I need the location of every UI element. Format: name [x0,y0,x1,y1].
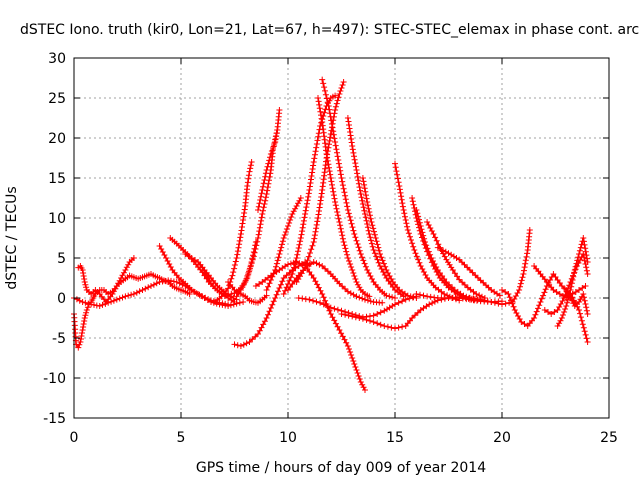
y-tick-label: 5 [57,251,66,267]
data-series-28 [295,293,420,321]
y-tick-label: 25 [48,91,66,107]
x-axis-title: GPS time / hours of day 009 of year 2014 [196,460,486,476]
x-tick-labels: 0 5 10 15 20 25 [70,430,618,446]
series-markers [295,293,420,321]
series-markers [434,244,503,299]
y-axis-title: dSTEC / TECUs [4,186,20,289]
data-series-33 [554,235,591,329]
series-markers [255,107,283,213]
series-markers [563,287,591,317]
data-series-34 [563,287,591,317]
series-markers [285,259,386,306]
data-series-11 [255,107,283,213]
data-series-29 [413,227,533,308]
x-tick-label: 0 [70,430,79,446]
y-tick-label: -15 [43,411,66,427]
data-series-8 [212,159,255,305]
series-markers [225,279,270,306]
data-series-26 [434,244,503,299]
series-markers [280,92,339,297]
y-tick-label: 0 [57,291,66,307]
data-series-27 [338,295,505,332]
data-series-19 [319,76,398,301]
series-markers [359,175,420,301]
x-tick-label: 25 [600,430,618,446]
grid-lines [74,58,609,418]
data-series-18 [315,95,373,300]
data-series-22 [392,160,463,304]
y-tick-label: -10 [43,371,66,387]
series-markers [392,160,463,304]
series-markers [344,115,407,300]
series-markers [315,95,373,300]
data-series-21 [359,175,420,301]
y-tick-label: 15 [48,171,66,187]
data-series-17 [285,259,386,306]
series-markers [252,259,368,393]
series-markers [319,76,398,301]
y-tick-label: 30 [48,51,66,67]
plot-frame [73,57,610,419]
series-markers [212,159,255,305]
series-line [255,261,366,391]
y-tick-label: 20 [48,131,66,147]
y-tick-label: 10 [48,211,66,227]
series-markers [156,243,247,309]
series-markers [75,255,137,305]
y-tick-labels: -15 -10 -5 0 5 10 15 20 25 30 [43,51,66,427]
data-series-20 [344,115,407,300]
x-tick-label: 5 [177,430,186,446]
data-series-13 [252,259,368,393]
data-series-2 [75,255,137,305]
y-tick-label: -5 [52,331,66,347]
series-markers [554,235,591,329]
data-series-14 [263,195,304,293]
data-series-9 [225,279,270,306]
x-tick-label: 20 [493,430,511,446]
data-series-4 [156,243,247,309]
chart-title: dSTEC Iono. truth (kir0, Lon=21, Lat=67,… [20,22,640,38]
series-markers [263,195,304,293]
data-series-group [71,76,591,393]
series-markers [413,227,533,308]
x-tick-label: 15 [386,430,404,446]
x-tick-label: 10 [279,430,297,446]
axis-ticks [73,57,610,419]
